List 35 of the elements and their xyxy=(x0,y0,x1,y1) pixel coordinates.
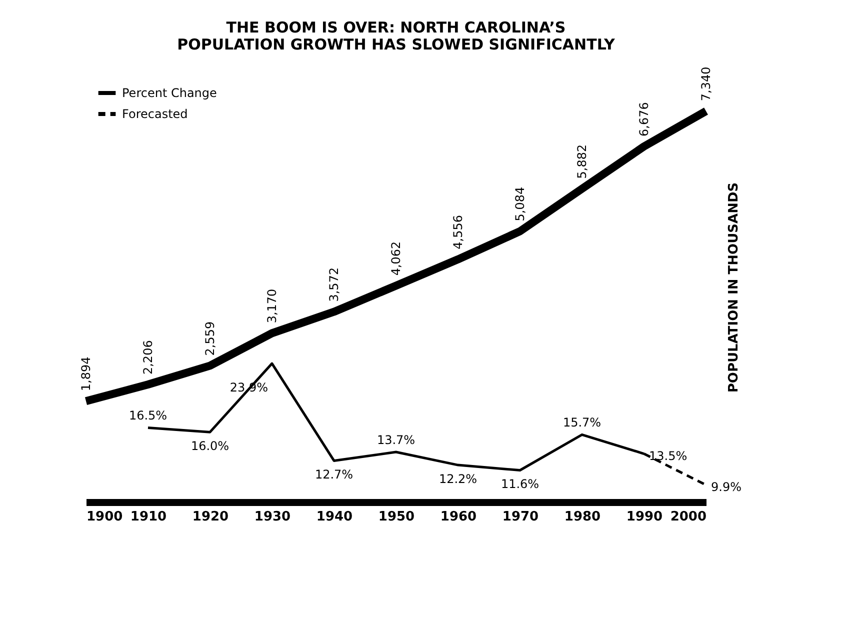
y2-axis-title: POPULATION IN THOUSANDS xyxy=(726,182,742,393)
data-label: 3,170 xyxy=(265,288,279,324)
data-label: 5,084 xyxy=(513,186,527,222)
x-tick-label: 1900 xyxy=(86,510,123,524)
x-tick-label: 1970 xyxy=(502,510,539,524)
data-label: 4,062 xyxy=(389,241,403,276)
data-label: 2,559 xyxy=(203,321,217,356)
x-tick-label: 1980 xyxy=(564,510,601,524)
data-label: 5,882 xyxy=(575,144,589,179)
x-tick-label: 1990 xyxy=(626,510,663,524)
data-label: 12.7% xyxy=(314,468,354,482)
data-label: 16.0% xyxy=(190,439,230,454)
data-label: 13.5% xyxy=(649,448,688,463)
data-label: 11.6% xyxy=(500,477,540,492)
data-label: 16.5% xyxy=(128,408,168,423)
data-label: 13.7% xyxy=(376,433,416,448)
data-label: 9.9% xyxy=(711,480,742,494)
legend-label: Forecasted xyxy=(122,107,188,121)
data-label: 15.7% xyxy=(562,416,602,430)
legend-label: Percent Change xyxy=(122,86,217,100)
x-tick-label: 1940 xyxy=(316,510,353,524)
x-tick-label: 2000 xyxy=(670,510,706,524)
data-label: 2,206 xyxy=(141,340,155,375)
data-label: 7,340 xyxy=(699,66,713,102)
x-tick-label: 1960 xyxy=(440,510,477,524)
data-label: 4,556 xyxy=(451,215,465,250)
data-label: 3,572 xyxy=(327,267,341,302)
data-label: 12.2% xyxy=(438,472,478,486)
x-tick-label: 1910 xyxy=(130,510,167,524)
chart-title: THE BOOM IS OVER: NORTH CAROLINA’S POPULATION GROWTH HAS SLOWED SIGNIFICANTLY xyxy=(177,18,616,54)
x-tick-label: 1920 xyxy=(192,510,229,524)
data-label: 1,894 xyxy=(79,356,93,392)
x-tick-label: 1950 xyxy=(378,510,415,524)
data-label: 6,676 xyxy=(637,102,651,136)
x-tick-label: 1930 xyxy=(254,510,291,524)
